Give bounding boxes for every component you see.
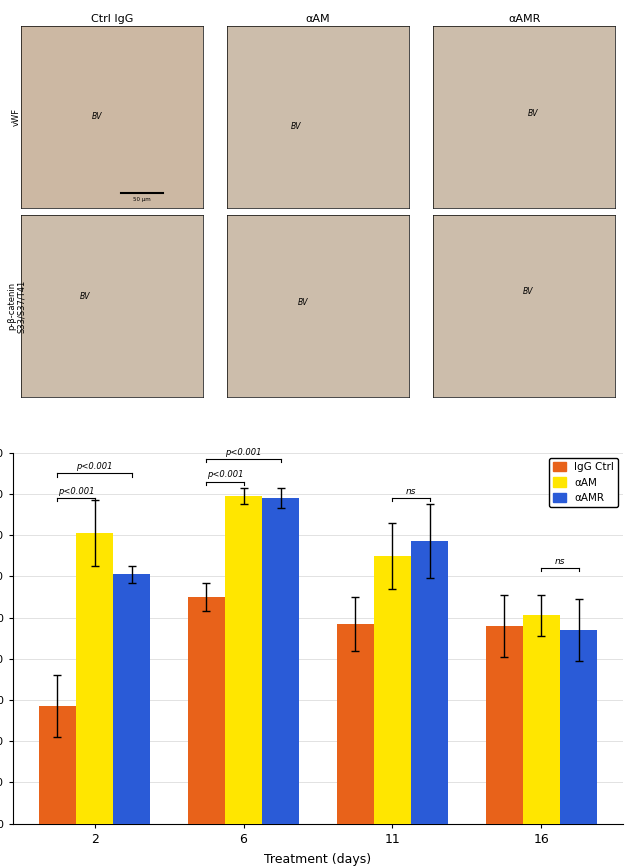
Text: 50 μm: 50 μm xyxy=(133,197,151,201)
Bar xyxy=(560,630,597,824)
Title: Ctrl IgG: Ctrl IgG xyxy=(91,14,133,24)
Text: BV: BV xyxy=(80,292,90,302)
Text: BV: BV xyxy=(298,298,308,307)
Y-axis label: vWF: vWF xyxy=(12,108,21,126)
Y-axis label: p-β-catenin
S33/S37/T41: p-β-catenin S33/S37/T41 xyxy=(7,279,27,333)
Bar xyxy=(76,533,113,824)
Text: ns: ns xyxy=(406,487,417,496)
Text: ns: ns xyxy=(555,557,565,566)
Bar xyxy=(374,556,411,824)
X-axis label: Treatment (days): Treatment (days) xyxy=(265,852,371,865)
Bar xyxy=(113,574,151,824)
Title: αAM: αAM xyxy=(306,14,330,24)
Bar xyxy=(262,498,300,824)
Bar xyxy=(188,597,225,824)
Text: BV: BV xyxy=(523,287,533,296)
Text: p<0.001: p<0.001 xyxy=(225,447,262,457)
Legend: IgG Ctrl, αAM, αAMR: IgG Ctrl, αAM, αAMR xyxy=(549,458,618,507)
Text: BV: BV xyxy=(528,108,539,118)
Bar xyxy=(411,541,448,824)
Title: αAMR: αAMR xyxy=(508,14,541,24)
Text: p<0.001: p<0.001 xyxy=(207,471,243,479)
Text: p<0.001: p<0.001 xyxy=(76,462,113,471)
Bar xyxy=(523,616,560,824)
Bar xyxy=(336,623,374,824)
Text: BV: BV xyxy=(92,113,102,121)
Text: p<0.001: p<0.001 xyxy=(58,487,94,496)
Bar xyxy=(225,496,262,824)
Bar xyxy=(39,706,76,824)
Text: BV: BV xyxy=(291,121,301,131)
Bar xyxy=(485,626,523,824)
